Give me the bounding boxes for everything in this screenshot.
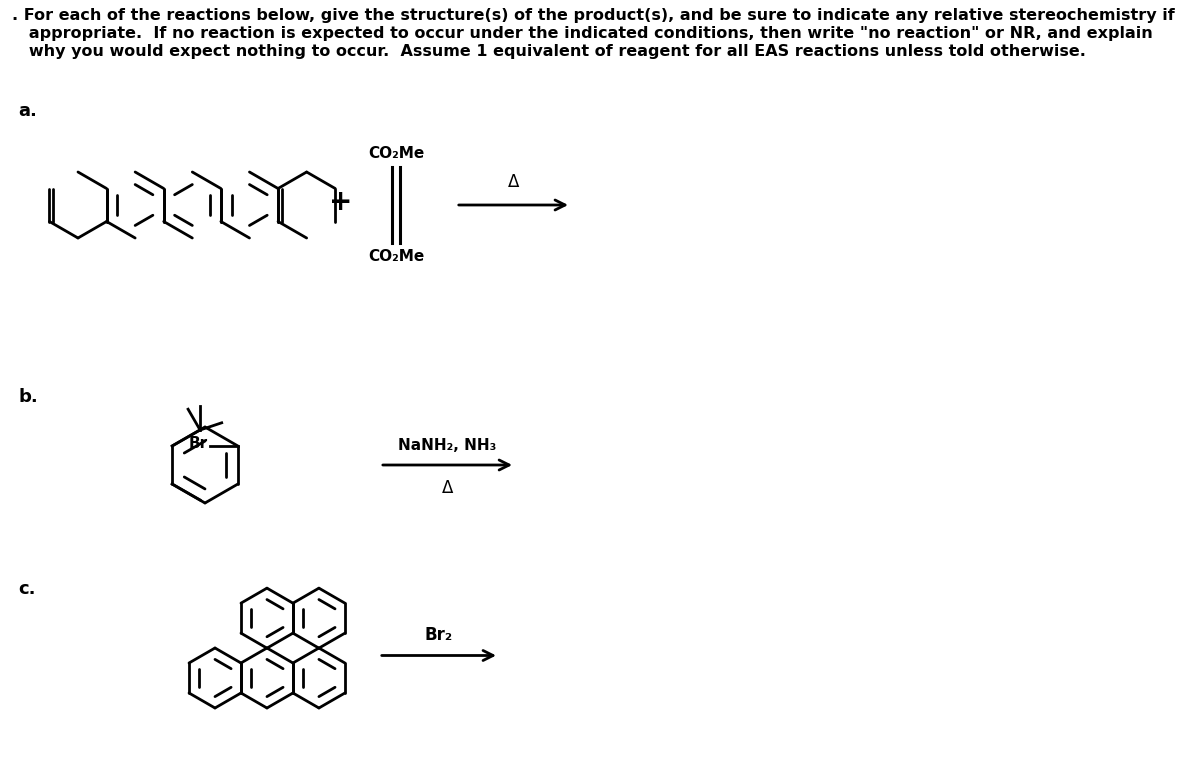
Text: b.: b. — [18, 388, 38, 406]
Text: . For each of the reactions below, give the structure(s) of the product(s), and : . For each of the reactions below, give … — [12, 8, 1175, 23]
Text: Br₂: Br₂ — [425, 626, 453, 644]
Text: Br: Br — [189, 436, 208, 451]
Text: c.: c. — [18, 580, 35, 598]
Text: CO₂Me: CO₂Me — [368, 146, 424, 161]
Text: Δ: Δ — [441, 479, 453, 497]
Text: appropriate.  If no reaction is expected to occur under the indicated conditions: appropriate. If no reaction is expected … — [12, 26, 1153, 41]
Text: why you would expect nothing to occur.  Assume 1 equivalent of reagent for all E: why you would expect nothing to occur. A… — [12, 44, 1086, 59]
Text: CO₂Me: CO₂Me — [368, 249, 424, 264]
Text: +: + — [329, 188, 353, 216]
Text: NaNH₂, NH₃: NaNH₂, NH₃ — [399, 438, 497, 453]
Text: Δ: Δ — [507, 173, 519, 191]
Text: a.: a. — [18, 102, 37, 120]
